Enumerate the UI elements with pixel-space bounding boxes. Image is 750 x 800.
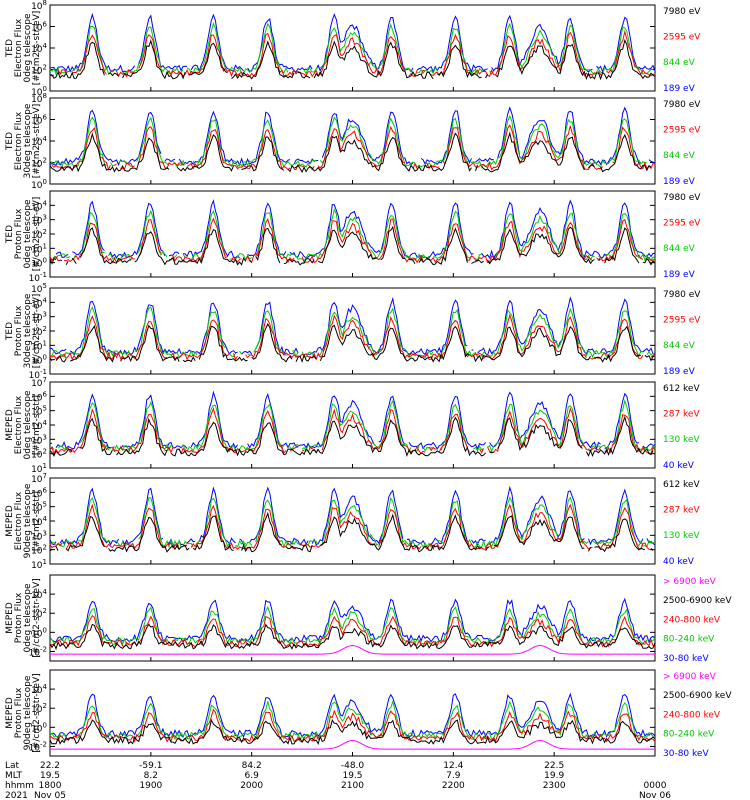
series-line [50,599,655,642]
series-line [50,646,655,655]
x-row-label: Lat [5,761,20,771]
legend-entry: 7980 eV [663,100,701,110]
date-end-label: Nov 06 [639,791,671,800]
panel-7: 10410210010-2MEPED Proton Flux 0deg telesc… [5,575,732,664]
legend-entry: 189 eV [663,367,696,377]
mlt-tick-label: 7.9 [446,771,461,781]
time-tick-label: 2000 [240,781,263,791]
legend-entry: 40 keV [663,461,695,471]
lat-tick-label: 22.5 [544,761,564,771]
legend-entry: 40 keV [663,557,695,567]
x-row-label: MLT [5,771,23,781]
legend-entry: 2595 eV [663,316,701,326]
series-line [50,616,655,647]
legend-entry: 287 keV [663,410,700,420]
legend-entry: 844 eV [663,341,696,351]
flux-figure: 108106104102100TED Electron Flux 0deg tele… [0,0,750,800]
y-tick-label: 108 [31,0,47,12]
legend-entry: 7980 eV [663,7,701,17]
y-axis-label-line: [#/cm2-s-str] [32,491,42,551]
y-axis-label-line: [#/cm2-s-str-eV] [32,294,42,369]
lat-tick-label: -48.0 [341,761,365,771]
legend-entry: 7980 eV [663,193,701,203]
series-line [50,607,655,644]
legend-entry: > 6900 keV [663,577,717,587]
y-axis-label-line: [#/cm2-s-str-eV] [32,104,42,179]
legend-entry: 130 keV [663,531,700,541]
legend-entry: 2595 eV [663,219,701,229]
x-row-label: 2021 [5,791,28,800]
legend-entry: 240-800 keV [663,615,721,625]
y-axis-label-line: [#/cm2-s-str-keV] [32,673,42,752]
legend-entry: 2500-6900 keV [663,596,732,606]
time-tick-label: 2100 [341,781,364,791]
series-line [50,505,655,550]
legend-entry: 612 keV [663,384,700,394]
legend-entry: 844 eV [663,244,696,254]
panel-8: 104 102 100 10-2 MEPED Proton Flux 90deg teles… [5,670,732,759]
y-axis-label-line: [#/cm2-s-str] [32,395,42,455]
legend-entry: 2500-6900 keV [663,691,732,701]
legend-entry: 80-240 keV [663,730,715,740]
legend-entry: 189 eV [663,270,696,280]
legend-entry: 287 keV [663,506,700,516]
legend-entry: 844 eV [663,58,696,68]
legend-entry: 30-80 keV [663,654,709,664]
lat-tick-label: 22.2 [40,761,60,771]
legend-entry: 189 eV [663,177,696,187]
y-axis-label-line: [#/cm2-s-str-eV] [32,197,42,272]
lat-tick-label: 84.2 [242,761,262,771]
y-tick-label: 101 [31,558,47,571]
legend-entry: 612 keV [663,480,700,490]
legend-entry: 2595 eV [663,33,701,43]
series-line [50,741,655,750]
time-tick-label: 0000 [644,781,667,791]
legend-entry: 80-240 keV [663,635,715,645]
panel-1: 108 106 104 102 100 TED Electron Flux 0deg tele… [5,0,701,98]
lat-tick-label: 12.4 [443,761,463,771]
legend-entry: 240-800 keV [663,710,721,720]
mlt-tick-label: 8.2 [144,771,158,781]
y-axis-label-line: [#/cm2-s-str-eV] [32,11,42,86]
date-start-label: Nov 05 [34,791,66,800]
mlt-tick-label: 6.9 [245,771,260,781]
panel-3: 10410310210110010-1TED Proton Flux 0deg te… [5,191,701,284]
x-row-label: hhmm [5,781,34,791]
series-line [50,116,655,167]
panel-6: 107106105104103102101MEPED Electron Flux 9… [5,472,700,571]
legend-entry: 7980 eV [663,290,701,300]
legend-entry: 189 eV [663,84,696,94]
lat-tick-label: -59.1 [139,761,162,771]
time-tick-label: 2300 [543,781,566,791]
y-tick-label: 100 [31,178,47,191]
mlt-tick-label: 19.9 [544,771,564,781]
time-tick-label: 2200 [442,781,465,791]
mlt-tick-label: 19.5 [342,771,362,781]
panel-2: 108106104102100TED Electron Flux 30deg tel… [5,92,701,191]
time-tick-label: 1800 [39,781,62,791]
y-axis-label-line: [#/cm2-s-str-keV] [32,578,42,657]
legend-entry: 844 eV [663,151,696,161]
legend-entry: > 6900 keV [663,672,717,682]
time-tick-label: 1900 [139,781,162,791]
legend-entry: 30-80 keV [663,749,709,759]
legend-entry: 2595 eV [663,126,701,136]
legend-entry: 130 keV [663,435,700,445]
mlt-tick-label: 19.5 [40,771,60,781]
